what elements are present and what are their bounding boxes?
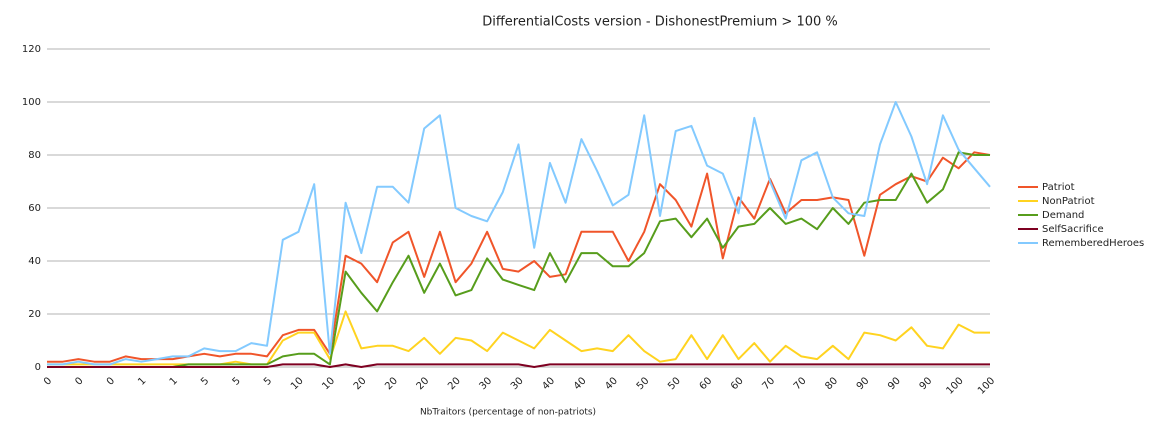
legend-label: SelfSacrifice	[1042, 224, 1104, 235]
x-tick-label: 20	[415, 375, 432, 392]
x-tick-label: 90	[886, 375, 903, 392]
x-tick-label: 70	[792, 375, 809, 392]
x-tick-label: 40	[540, 375, 557, 392]
x-tick-label: 5	[231, 375, 243, 387]
x-tick-label: 40	[603, 375, 620, 392]
x-tick-label: 50	[635, 375, 652, 392]
y-tick-label: 120	[22, 44, 41, 55]
chart-title: DifferentialCosts version - DishonestPre…	[482, 15, 838, 30]
x-tick-label: 60	[698, 375, 715, 392]
x-tick-label: 10	[320, 375, 337, 392]
x-tick-label: 20	[352, 375, 369, 392]
y-tick-label: 80	[28, 150, 41, 161]
x-tick-label: 20	[383, 375, 400, 392]
x-tick-label: 0	[42, 375, 54, 387]
series-line	[47, 363, 990, 368]
x-tick-label: 90	[918, 375, 935, 392]
x-tick-label: 5	[262, 375, 274, 387]
x-tick-label: 90	[855, 375, 872, 392]
x-tick-label: 100	[976, 375, 997, 396]
legend-label: RememberedHeroes	[1042, 238, 1144, 249]
x-tick-label: 80	[823, 375, 840, 392]
x-tick-label: 1	[136, 375, 148, 387]
x-tick-label: 1	[168, 375, 180, 387]
x-tick-label: 50	[666, 375, 683, 392]
x-tick-label: 70	[760, 375, 777, 392]
x-tick-label: 10	[289, 375, 306, 392]
y-tick-label: 40	[28, 256, 41, 267]
x-tick-label: 100	[945, 375, 966, 396]
legend-label: Patriot	[1042, 182, 1075, 193]
y-tick-label: 100	[22, 97, 41, 108]
x-tick-label: 60	[729, 375, 746, 392]
series-line	[47, 151, 990, 368]
x-tick-label: 30	[478, 375, 495, 392]
y-tick-label: 0	[35, 362, 41, 373]
y-tick-label: 20	[28, 309, 41, 320]
x-tick-label: 0	[73, 375, 85, 387]
legend-label: NonPatriot	[1042, 196, 1095, 207]
legend-label: Demand	[1042, 210, 1084, 221]
x-tick-label: 40	[572, 375, 589, 392]
x-tick-label: 5	[199, 375, 211, 387]
x-axis-label: NbTraitors (percentage of non-patriots)	[420, 408, 596, 418]
y-tick-label: 60	[28, 203, 41, 214]
series-line	[47, 151, 991, 363]
series-line	[47, 101, 991, 366]
x-tick-label: 30	[509, 375, 526, 392]
x-tick-label: 20	[446, 375, 463, 392]
x-tick-label: 0	[105, 375, 117, 387]
